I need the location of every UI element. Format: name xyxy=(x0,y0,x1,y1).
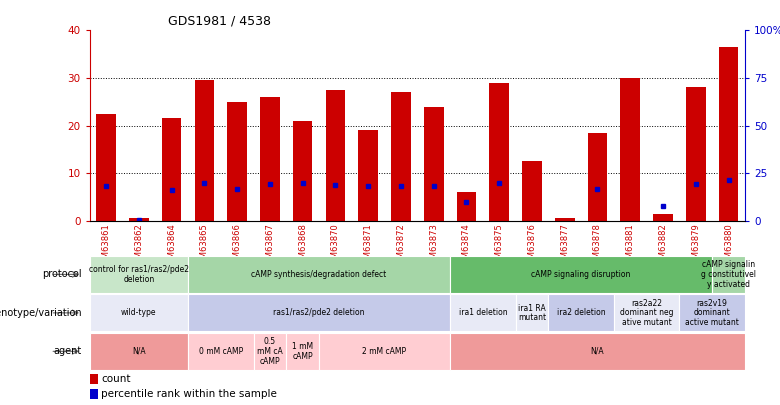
Text: 1 mM
cAMP: 1 mM cAMP xyxy=(292,342,314,361)
Bar xyxy=(96,114,116,221)
Bar xyxy=(522,161,542,221)
Text: cAMP signaling disruption: cAMP signaling disruption xyxy=(531,270,631,279)
Bar xyxy=(712,256,745,293)
Bar xyxy=(653,213,673,221)
Bar xyxy=(391,92,411,221)
Text: percentile rank within the sample: percentile rank within the sample xyxy=(101,389,277,399)
Text: genotype/variation: genotype/variation xyxy=(0,308,82,318)
Bar xyxy=(254,333,286,370)
Bar xyxy=(90,256,188,293)
Text: ira1 deletion: ira1 deletion xyxy=(459,308,507,318)
Bar xyxy=(620,78,640,221)
Bar xyxy=(555,218,575,221)
Text: control for ras1/ras2/pde2
deletion: control for ras1/ras2/pde2 deletion xyxy=(89,265,189,284)
Text: count: count xyxy=(101,374,131,384)
Text: ras2v19
dominant
active mutant: ras2v19 dominant active mutant xyxy=(685,298,739,327)
Bar xyxy=(227,102,247,221)
Bar xyxy=(489,83,509,221)
Text: agent: agent xyxy=(54,346,82,356)
Bar xyxy=(260,97,280,221)
Bar xyxy=(90,333,188,370)
Bar xyxy=(358,130,378,221)
Text: N/A: N/A xyxy=(590,347,604,356)
Bar xyxy=(718,47,739,221)
Bar xyxy=(614,294,679,331)
Bar xyxy=(188,333,254,370)
Bar xyxy=(188,256,450,293)
Bar xyxy=(188,294,450,331)
Bar xyxy=(516,294,548,331)
Text: protocol: protocol xyxy=(42,269,82,279)
Bar xyxy=(450,333,745,370)
Text: ira2 deletion: ira2 deletion xyxy=(557,308,605,318)
Bar xyxy=(587,133,608,221)
Text: cAMP signalin
g constitutivel
y activated: cAMP signalin g constitutivel y activate… xyxy=(701,260,756,289)
Text: ras1/ras2/pde2 deletion: ras1/ras2/pde2 deletion xyxy=(273,308,365,318)
Text: 2 mM cAMP: 2 mM cAMP xyxy=(363,347,406,356)
Bar xyxy=(286,333,319,370)
Bar xyxy=(90,389,98,399)
Text: GDS1981 / 4538: GDS1981 / 4538 xyxy=(168,15,271,28)
Bar xyxy=(194,80,215,221)
Bar xyxy=(424,107,444,221)
Bar xyxy=(450,294,516,331)
Bar xyxy=(450,256,712,293)
Text: cAMP synthesis/degradation defect: cAMP synthesis/degradation defect xyxy=(251,270,387,279)
Bar xyxy=(456,192,477,221)
Text: ras2a22
dominant neg
ative mutant: ras2a22 dominant neg ative mutant xyxy=(620,298,673,327)
Bar xyxy=(548,294,614,331)
Text: wild-type: wild-type xyxy=(121,308,157,318)
Text: ira1 RA
mutant: ira1 RA mutant xyxy=(518,303,546,322)
Bar xyxy=(325,90,346,221)
Bar xyxy=(90,294,188,331)
Text: 0 mM cAMP: 0 mM cAMP xyxy=(199,347,243,356)
Bar xyxy=(161,118,182,221)
Bar xyxy=(686,87,706,221)
Bar xyxy=(292,121,313,221)
Bar xyxy=(679,294,745,331)
Bar xyxy=(129,218,149,221)
Text: 0.5
mM cA
cAMP: 0.5 mM cA cAMP xyxy=(257,337,283,366)
Text: N/A: N/A xyxy=(132,347,146,356)
Bar xyxy=(90,373,98,384)
Bar xyxy=(319,333,450,370)
